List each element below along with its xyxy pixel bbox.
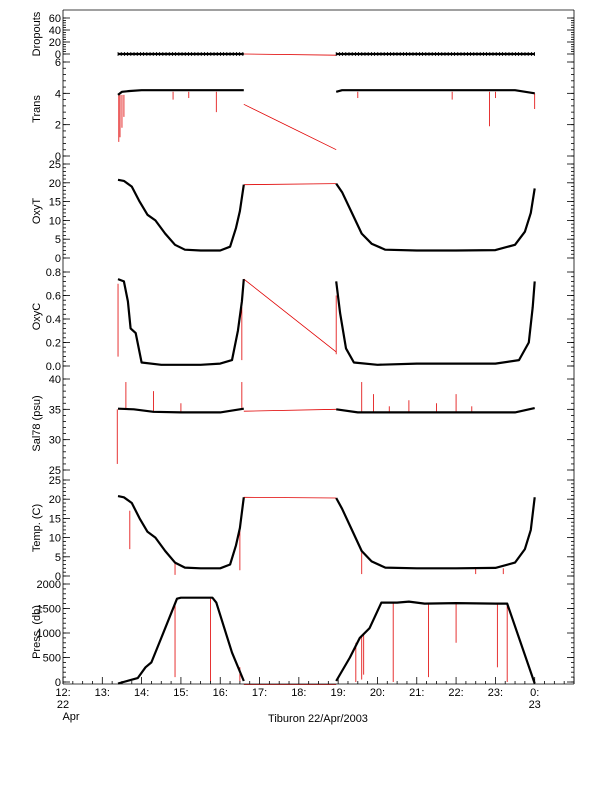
x-tick-label: 17: [252, 687, 267, 699]
y-axis-label: Trans [31, 95, 43, 123]
x-tick-label-month: Apr [62, 711, 79, 723]
y-tick-label: 10 [49, 533, 61, 545]
data-trace [117, 89, 244, 96]
y-tick-label: 60 [49, 13, 61, 25]
y-tick-label: 20 [49, 178, 61, 190]
y-tick-label: 0 [55, 151, 61, 163]
x-axis-title: Tiburon 22/Apr/2003 [268, 713, 368, 725]
y-tick-label: 0.4 [46, 314, 61, 326]
y-tick-label: 0.6 [46, 291, 61, 303]
y-tick-label: 1000 [37, 628, 61, 640]
data-trace [335, 600, 536, 684]
gap-line [243, 183, 337, 186]
y-axis-label: OxyC [31, 303, 43, 331]
gap-line [243, 496, 337, 499]
y-tick-label: 6 [55, 57, 61, 69]
y-axis-label: Dropouts [31, 11, 43, 56]
y-tick-label: 2000 [37, 579, 61, 591]
y-tick-label: 0 [55, 677, 61, 689]
y-tick-label: 35 [49, 404, 61, 416]
y-tick-label: 5 [55, 552, 61, 564]
x-tick-label: 21: [409, 687, 424, 699]
x-tick-label-date: 22 [57, 699, 69, 711]
x-tick-label: 20: [370, 687, 385, 699]
x-tick-label-date: 23 [529, 699, 541, 711]
data-trace [335, 497, 536, 570]
panel-press: 0 500 1000 1500 2000 Press. (db) [31, 579, 575, 689]
x-tick-label: 22: [448, 687, 463, 699]
y-tick-label: 500 [43, 653, 61, 665]
y-tick-label: 0.0 [46, 361, 61, 373]
x-tick-label: 12: [55, 687, 70, 699]
data-trace [117, 495, 245, 570]
y-axis-label: Temp. (C) [31, 504, 43, 552]
x-tick-label: 14: [134, 687, 149, 699]
y-tick-label: 40 [49, 374, 61, 386]
data-trace [335, 281, 536, 366]
y-axis-label: Press. (db) [31, 605, 43, 659]
panel-oxyt: 0 5 10 15 20 25 OxyT [31, 159, 575, 265]
data-trace [117, 407, 244, 414]
y-axis-label: Sal78 (psu) [31, 395, 43, 451]
y-tick-label: 10 [49, 215, 61, 227]
data-trace [335, 182, 536, 252]
y-tick-label: 25 [49, 475, 61, 487]
y-tick-label: 25 [49, 465, 61, 477]
panel-oxyc: 0.0 0.2 0.4 0.6 0.8 OxyC [31, 262, 575, 373]
y-tick-label: 40 [49, 25, 61, 37]
y-tick-label: 0 [55, 571, 61, 583]
y-tick-label: 0.8 [46, 267, 61, 279]
y-tick-label: 0 [55, 49, 61, 61]
panel-sal78: 25 30 35 40 Sal78 (psu) [31, 371, 575, 477]
x-tick-label: 0: [530, 687, 539, 699]
x-tick-label: 16: [213, 687, 228, 699]
y-tick-label: 2 [55, 120, 61, 132]
panel-temp: 0 5 10 15 20 25 Temp. (C) [31, 475, 575, 583]
x-tick-label: 15: [173, 687, 188, 699]
panel-trans: 0 2 4 6 Trans [31, 57, 575, 163]
y-tick-label: 4 [55, 88, 61, 100]
gap-line [243, 278, 337, 353]
x-tick-label: 19: [331, 687, 346, 699]
y-tick-label: 0 [55, 253, 61, 265]
y-tick-label: 0.2 [46, 338, 61, 350]
y-tick-label: 5 [55, 234, 61, 246]
gap-line [243, 53, 337, 56]
x-tick-label: 23: [488, 687, 503, 699]
y-tick-label: 15 [49, 513, 61, 525]
gap-line [243, 103, 337, 151]
y-tick-label: 20 [49, 37, 61, 49]
x-tick-label: 13: [95, 687, 110, 699]
y-tick-label: 20 [49, 494, 61, 506]
data-trace [117, 178, 245, 252]
gap-line [243, 408, 337, 412]
y-tick-label: 15 [49, 197, 61, 209]
y-tick-label: 30 [49, 435, 61, 447]
y-tick-label: 1500 [37, 604, 61, 616]
x-tick-label: 18: [291, 687, 306, 699]
data-trace [117, 596, 245, 685]
y-tick-label: 25 [49, 159, 61, 171]
data-trace [335, 89, 535, 95]
y-axis-label: OxyT [31, 198, 43, 225]
data-trace [336, 407, 535, 414]
data-trace [117, 278, 245, 366]
